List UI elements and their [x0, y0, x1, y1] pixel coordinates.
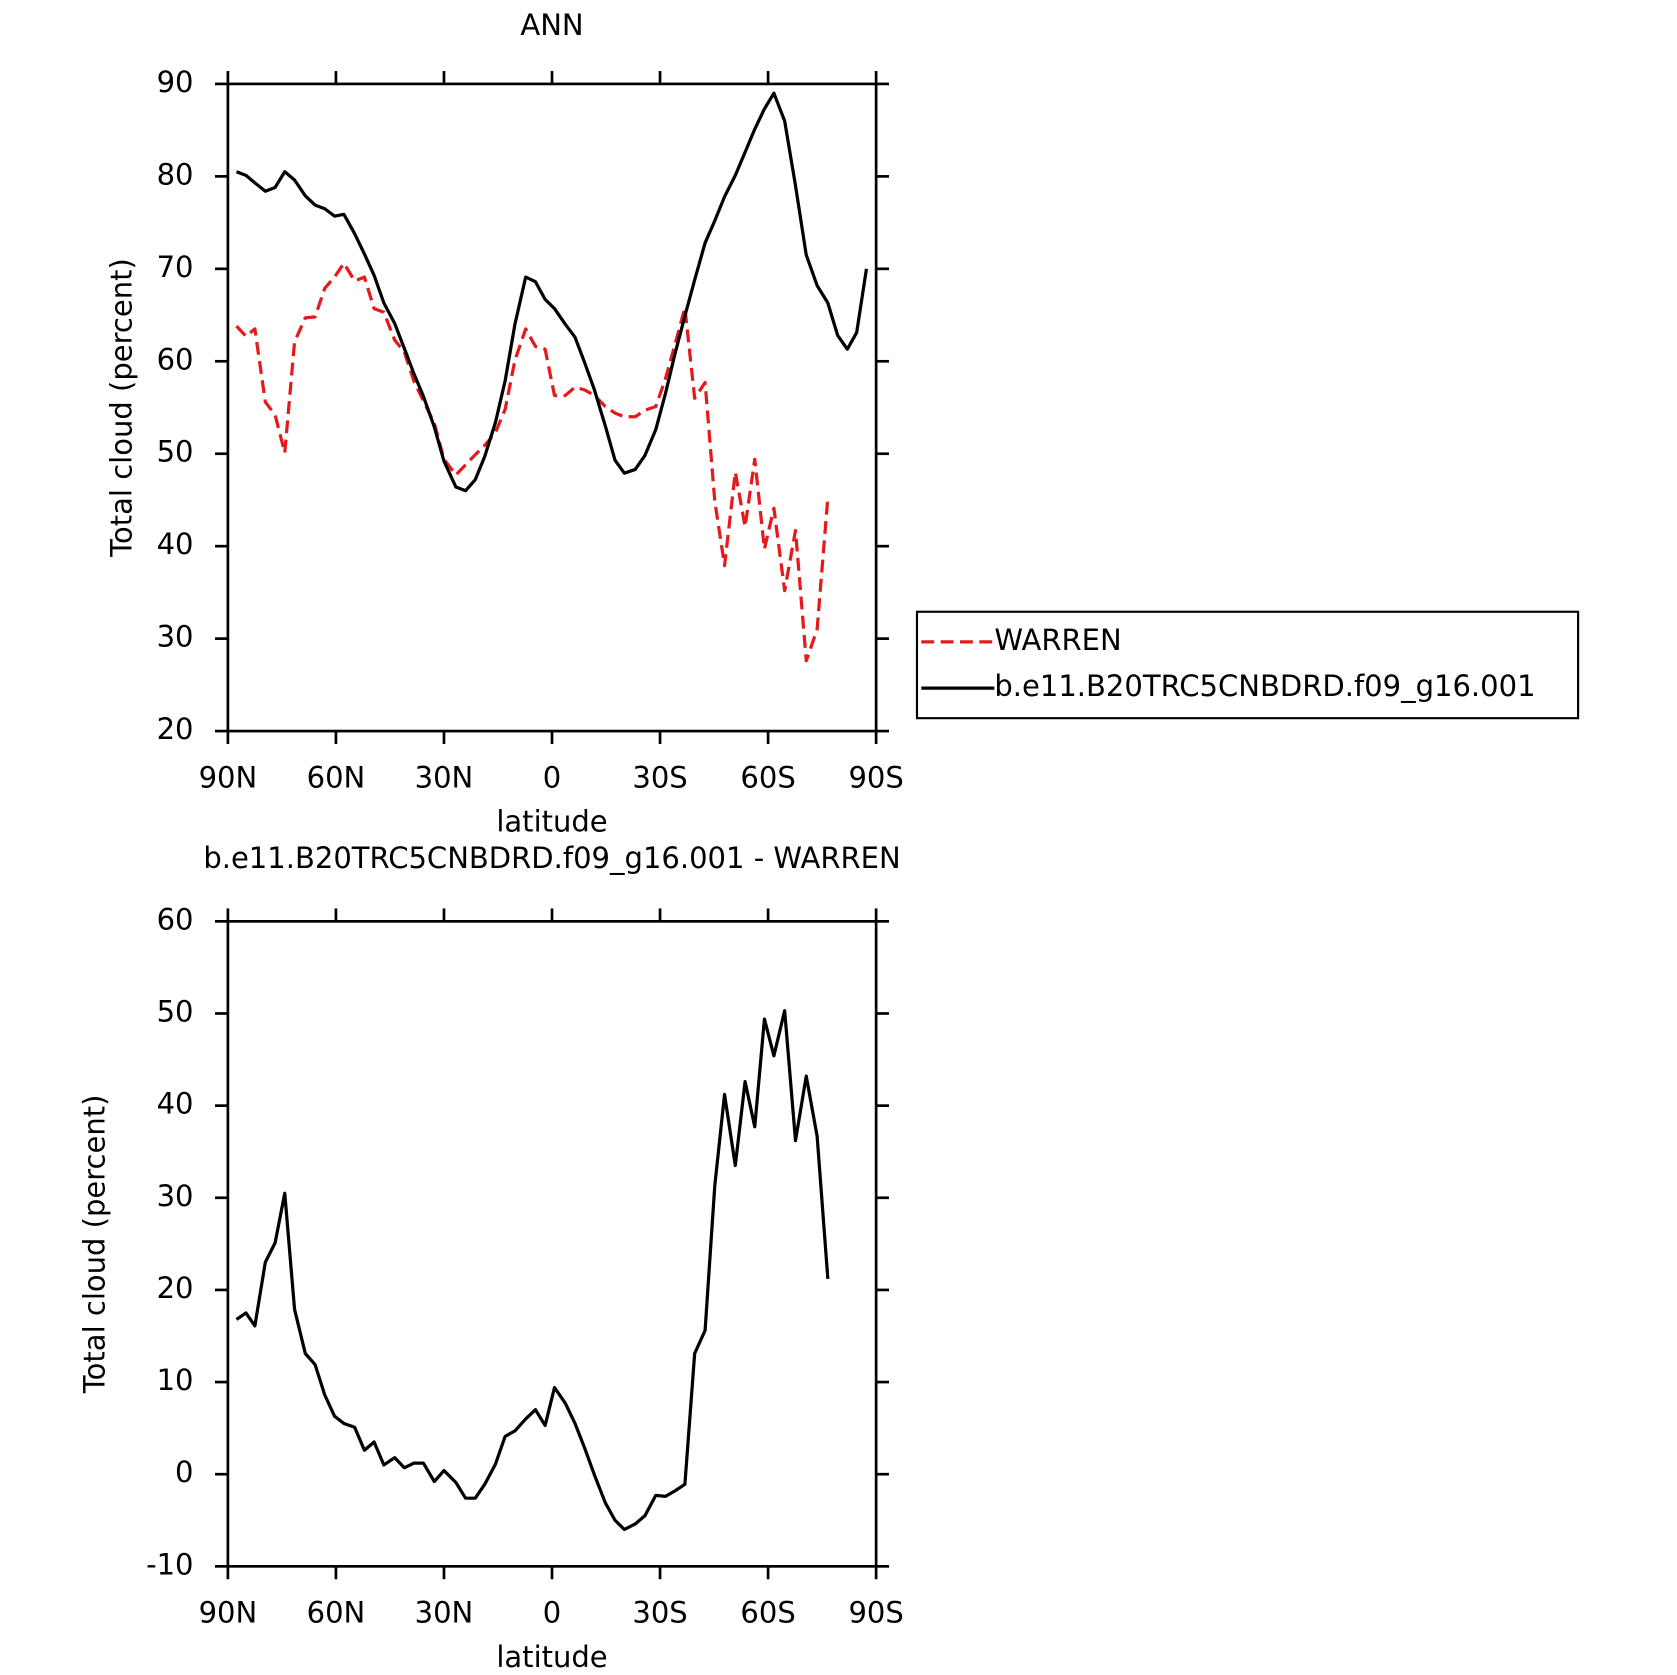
data-line: [235, 261, 830, 663]
y-tick-label: 70: [157, 250, 194, 284]
x-tick-label: 60S: [740, 760, 795, 794]
y-tick-label: 60: [157, 342, 194, 376]
x-tick-label: 0: [543, 1596, 561, 1630]
x-tick-label: 90N: [199, 760, 258, 794]
y-tick-label: 80: [157, 157, 194, 191]
legend-box: [915, 610, 1580, 720]
data-line: [235, 91, 869, 493]
legend-label: WARREN: [994, 623, 1121, 657]
y-tick-label: 20: [157, 712, 194, 746]
x-tick-label: 60N: [307, 1596, 366, 1630]
x-tick-label: 0: [543, 760, 561, 794]
y-tick-label: 60: [157, 902, 194, 936]
x-tick-label: 30N: [415, 760, 474, 794]
y-tick-label: 0: [175, 1455, 193, 1489]
x-axis-label: latitude: [496, 805, 607, 839]
chart-title: b.e11.B20TRC5CNBDRD.f09_g16.001 - WARREN: [203, 841, 900, 875]
y-tick-label: -10: [146, 1547, 193, 1581]
y-tick-label: 10: [157, 1363, 194, 1397]
data-line: [235, 1009, 830, 1532]
x-tick-label: 30S: [632, 1596, 687, 1630]
x-tick-label: 90S: [848, 760, 903, 794]
legend-label: b.e11.B20TRC5CNBDRD.f09_g16.001: [994, 669, 1535, 703]
x-axis-label: latitude: [496, 1640, 607, 1674]
y-axis-label: Total cloud (percent): [105, 258, 139, 558]
y-tick-label: 30: [157, 620, 194, 654]
x-tick-label: 90S: [848, 1596, 903, 1630]
y-tick-label: 50: [157, 435, 194, 469]
x-tick-label: 30N: [415, 1596, 474, 1630]
y-tick-label: 40: [157, 527, 194, 561]
y-tick-label: 90: [157, 65, 194, 99]
y-tick-label: 20: [157, 1271, 194, 1305]
x-tick-label: 90N: [199, 1596, 258, 1630]
y-tick-label: 30: [157, 1179, 194, 1213]
x-tick-label: 30S: [632, 760, 687, 794]
y-axis-label: Total cloud (percent): [78, 1095, 112, 1395]
x-tick-label: 60N: [307, 760, 366, 794]
chart-title: ANN: [520, 8, 583, 42]
x-tick-label: 60S: [740, 1596, 795, 1630]
y-tick-label: 40: [157, 1087, 194, 1121]
y-tick-label: 50: [157, 994, 194, 1028]
